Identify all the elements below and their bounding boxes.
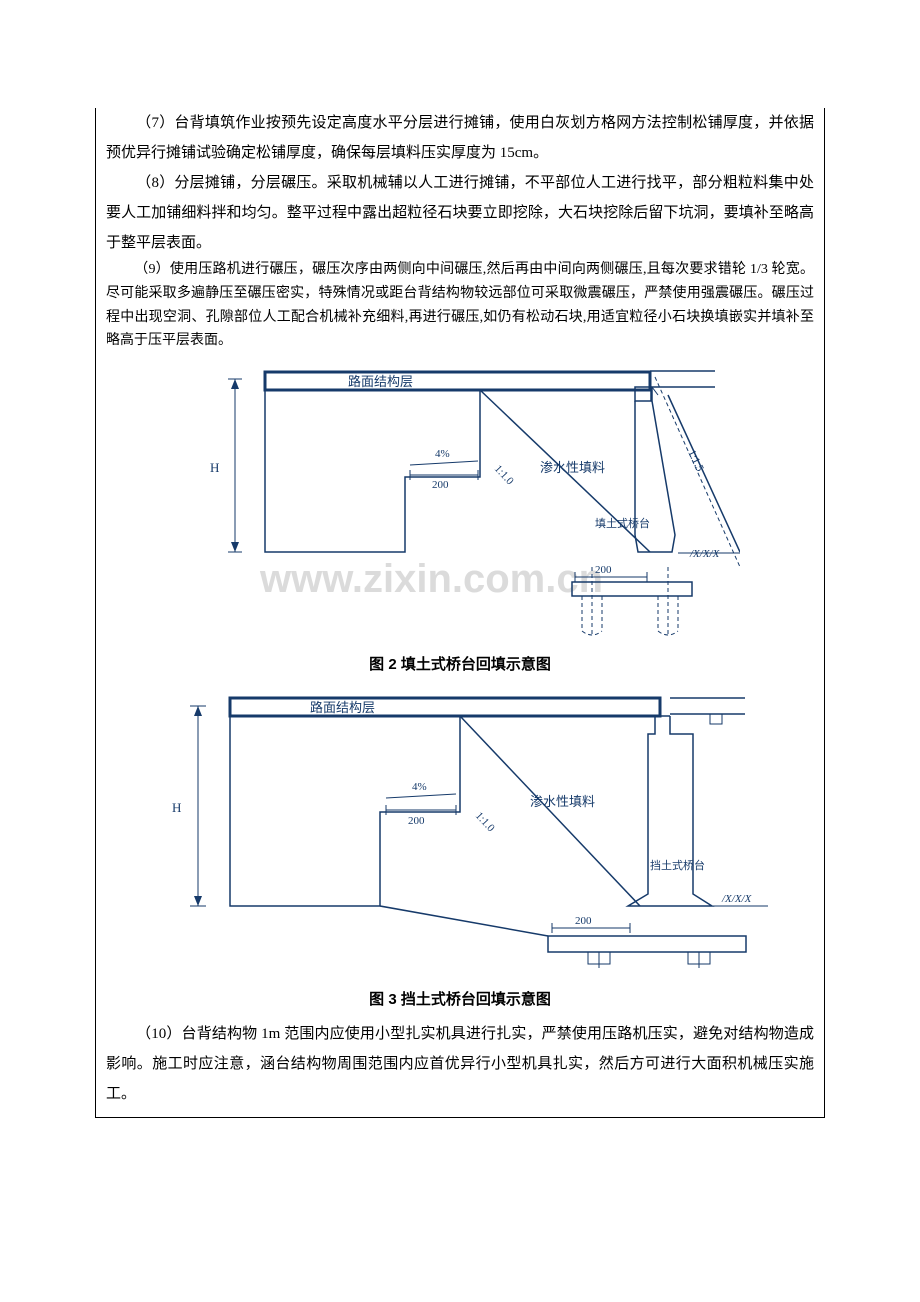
paragraph-8: （8）分层摊铺，分层碾压。采取机械辅以人工进行摊铺，不平部位人工进行找平，部分粗… [106,168,814,258]
figure-3: H 路面结构层 1:1.0 4% 200 渗水性填料 [106,684,814,983]
paragraph-9: （9）使用压路机进行碾压，碾压次序由两侧向中间碾压,然后再由中间向两侧碾压,且每… [106,258,814,353]
watermark: www.zixin.com.cn [259,557,603,601]
fig3-hatch: /X/X/X [721,893,753,905]
fig3-slope1: 1:1.0 [473,810,497,835]
figure-3-svg: H 路面结构层 1:1.0 4% 200 渗水性填料 [150,684,770,972]
fig2-fill-material: 渗水性填料 [540,460,605,475]
fig2-H-label: H [210,460,219,475]
fig2-slope-pct: 4% [435,448,450,460]
figure-2-svg: H 路面结构层 1:1.0 4% 200 渗水性填料 [180,357,740,637]
fig3-slope-pct: 4% [412,781,427,793]
fig2-abutment: 填土式桥台 [595,516,650,530]
fig2-dim200a: 200 [432,479,449,491]
fig2-dim200b: 200 [595,564,612,576]
fig3-H-label: H [172,800,181,815]
figure-2: H 路面结构层 1:1.0 4% 200 渗水性填料 [106,357,814,648]
page: （7）台背填筑作业按预先设定高度水平分层进行摊铺，使用白灰划方格网方法控制松铺厚… [0,0,920,1178]
fig3-abutment: 挡土式桥台 [650,858,705,872]
fig3-dim200b: 200 [575,915,592,927]
fig3-dim200a: 200 [408,815,425,827]
fig3-road-layer: 路面结构层 [310,700,375,715]
fig3-fill-material: 渗水性填料 [530,794,595,809]
fig2-hatch: /X/X/X [689,548,721,560]
paragraph-9-text: （9）使用压路机进行碾压，碾压次序由两侧向中间碾压,然后再由中间向两侧碾压,且每… [106,262,814,348]
fig2-road-layer: 路面结构层 [348,374,413,389]
paragraph-8-text: （8）分层摊铺，分层碾压。采取机械辅以人工进行摊铺，不平部位人工进行找平，部分粗… [106,175,814,251]
content-frame: （7）台背填筑作业按预先设定高度水平分层进行摊铺，使用白灰划方格网方法控制松铺厚… [95,108,825,1118]
paragraph-10-text: （10）台背结构物 1m 范围内应使用小型扎实机具进行扎实，严禁使用压路机压实，… [106,1026,814,1102]
figure-3-caption: 图 3 挡土式桥台回填示意图 [106,985,814,1015]
fig2-slope1: 1:1.0 [492,463,516,488]
paragraph-7-text: （7）台背填筑作业按预先设定高度水平分层进行摊铺，使用白灰划方格网方法控制松铺厚… [106,115,814,161]
figure-2-caption: 图 2 填土式桥台回填示意图 [106,650,814,680]
paragraph-10: （10）台背结构物 1m 范围内应使用小型扎实机具进行扎实，严禁使用压路机压实，… [106,1019,814,1109]
paragraph-7: （7）台背填筑作业按预先设定高度水平分层进行摊铺，使用白灰划方格网方法控制松铺厚… [106,108,814,168]
